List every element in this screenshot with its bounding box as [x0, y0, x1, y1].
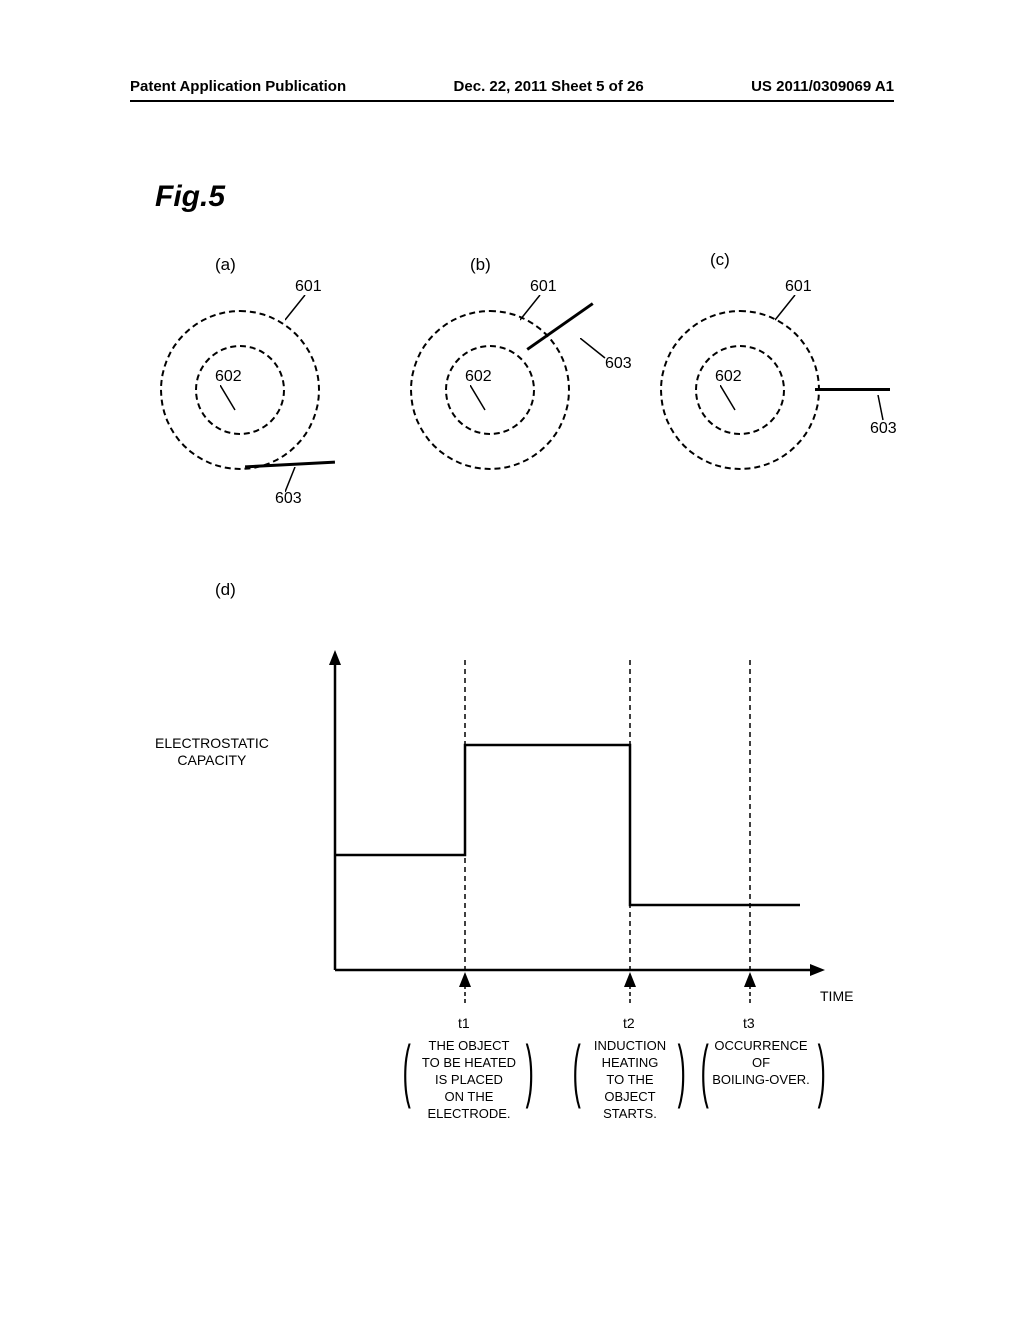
leader-handle-a — [285, 467, 305, 497]
t1-line3: IS PLACED — [435, 1072, 503, 1087]
diagram-b: 602 — [410, 310, 570, 470]
leader-inner-b — [470, 385, 500, 415]
paren-right-t2: ) — [678, 1030, 686, 1110]
y-label-line2: CAPACITY — [177, 752, 246, 768]
leader-inner-c — [720, 385, 750, 415]
header-left: Patent Application Publication — [130, 78, 346, 95]
panel-b-label: (b) — [470, 255, 491, 275]
t1-line1: THE OBJECT — [429, 1038, 510, 1053]
header-rule — [130, 100, 894, 102]
event-t1: THE OBJECT TO BE HEATED IS PLACED ON THE… — [414, 1038, 524, 1122]
figure-label: Fig.5 — [155, 180, 225, 214]
paren-left-t1: ( — [403, 1030, 411, 1110]
t3-line2: OF — [752, 1055, 770, 1070]
paren-right-t3: ) — [818, 1030, 826, 1110]
t2-line5: STARTS. — [603, 1106, 657, 1121]
ref-outer-c: 601 — [785, 278, 812, 296]
ref-outer-a: 601 — [295, 278, 322, 296]
panel-a-label: (a) — [215, 255, 236, 275]
t2-line3: TO THE — [606, 1072, 653, 1087]
leader-inner-a — [220, 385, 250, 415]
y-axis-label: ELECTROSTATIC CAPACITY — [155, 735, 269, 769]
t1-line4: ON THE — [445, 1089, 494, 1104]
paren-right-t1: ) — [526, 1030, 534, 1110]
header-center: Dec. 22, 2011 Sheet 5 of 26 — [454, 78, 644, 95]
panel-c-label: (c) — [710, 250, 730, 270]
leader-outer-a — [285, 295, 315, 325]
paren-left-t2: ( — [573, 1030, 581, 1110]
page-header: Patent Application Publication Dec. 22, … — [0, 78, 1024, 95]
leader-handle-c — [873, 395, 893, 425]
y-label-line1: ELECTROSTATIC — [155, 735, 269, 751]
ref-inner-a: 602 — [215, 368, 242, 386]
handle-c — [815, 388, 890, 391]
t3-line1: OCCURRENCE — [714, 1038, 807, 1053]
t2-line2: HEATING — [602, 1055, 659, 1070]
tick-t1: t1 — [458, 1015, 470, 1031]
x-axis-label: TIME — [820, 988, 853, 1004]
step-chart — [290, 640, 850, 1010]
tick-t2: t2 — [623, 1015, 635, 1031]
tick-t3: t3 — [743, 1015, 755, 1031]
diagram-a: 602 — [160, 310, 320, 470]
event-t2: INDUCTION HEATING TO THE OBJECT STARTS. — [585, 1038, 675, 1122]
t2-line1: INDUCTION — [594, 1038, 666, 1053]
panel-d-label: (d) — [215, 580, 236, 600]
header-right: US 2011/0309069 A1 — [751, 78, 894, 95]
t3-line3: BOILING-OVER. — [712, 1072, 810, 1087]
ref-inner-c: 602 — [715, 368, 742, 386]
t1-line5: ELECTRODE. — [427, 1106, 510, 1121]
t1-line2: TO BE HEATED — [422, 1055, 516, 1070]
t2-line4: OBJECT — [604, 1089, 655, 1104]
leader-outer-b — [520, 295, 550, 325]
event-t3: OCCURRENCE OF BOILING-OVER. — [706, 1038, 816, 1089]
leader-outer-c — [775, 295, 805, 325]
leader-handle-b — [580, 338, 610, 363]
ref-inner-b: 602 — [465, 368, 492, 386]
ref-outer-b: 601 — [530, 278, 557, 296]
diagram-c: 602 — [660, 310, 820, 470]
